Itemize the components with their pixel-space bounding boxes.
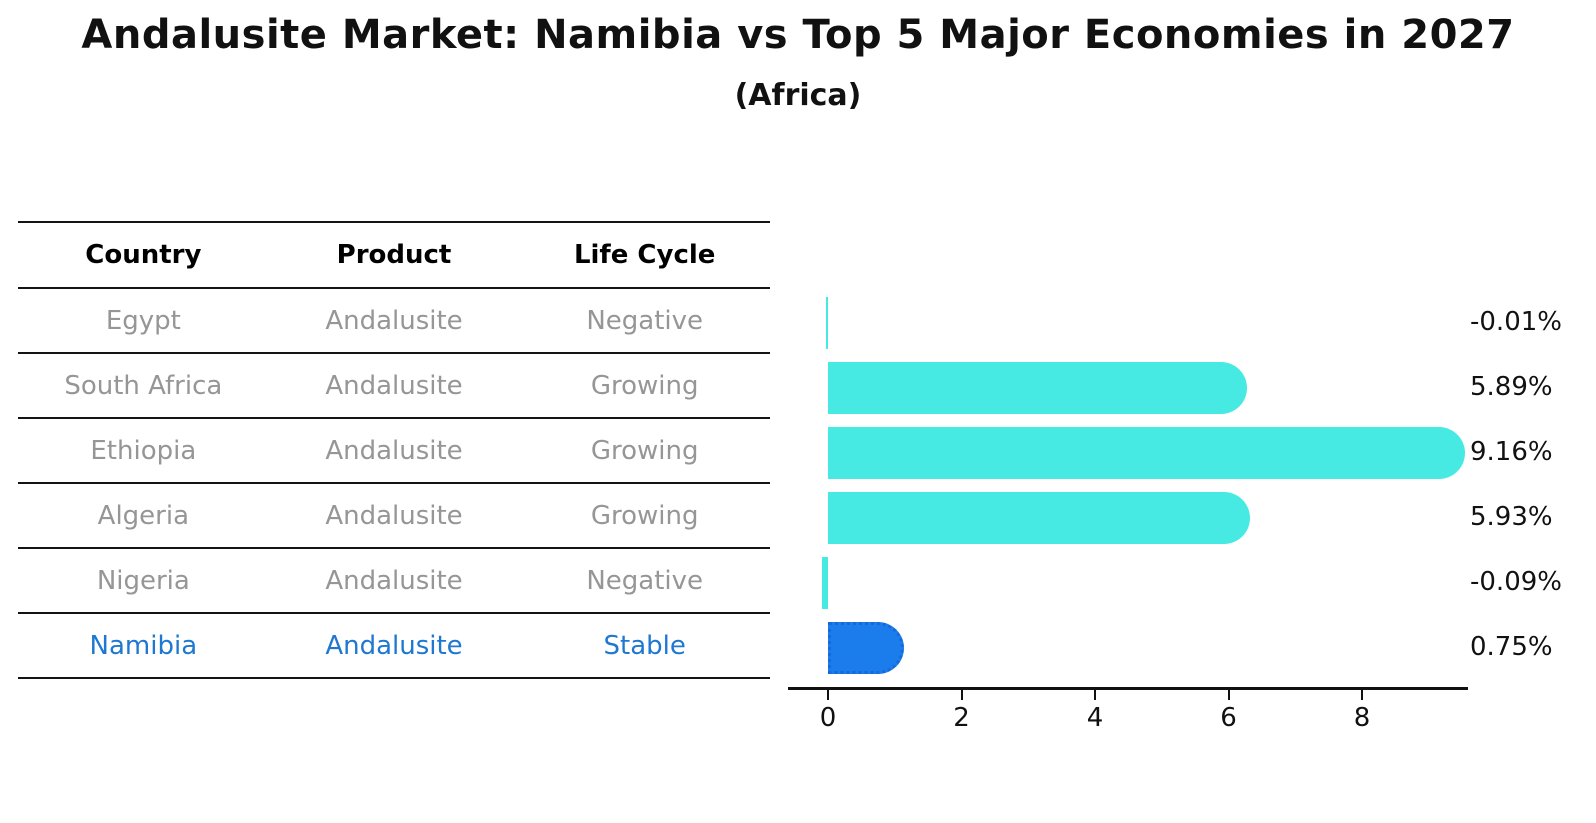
table-divider-line [18,547,770,549]
table-cell-product: Andalusite [325,370,463,401]
x-axis-tick-mark [960,690,963,700]
table-cell-life-cycle: Growing [590,500,699,531]
x-axis-tick-label: 8 [1353,703,1371,733]
table-cell-country: Namibia [89,630,198,661]
bar-algeria [828,492,1250,544]
table-row: Namibia Andalusite Stable [18,614,770,677]
chart-subtitle: (Africa) [734,78,862,113]
bar-nigeria [821,557,828,609]
x-axis-tick-label: 4 [1086,703,1104,733]
column-header-life-cycle: Life Cycle [573,240,716,270]
x-axis-tick-mark [1361,690,1363,700]
bar-egypt [826,297,828,349]
bar-value-label: -0.01% [1470,307,1562,337]
table-cell-life-cycle: Stable [603,630,686,661]
country-table: Country Product Life Cycle Egypt Andalusite N… [18,221,770,679]
table-cell-life-cycle: Growing [590,370,699,401]
bar-ethiopia [828,427,1466,479]
bar-value-label: 5.89% [1470,372,1553,402]
table-row: Ethiopia Andalusite Growing [18,419,770,482]
table-cell-life-cycle: Negative [586,565,704,596]
bar-value-label: -0.09% [1470,567,1562,597]
x-axis-tick-mark [827,690,829,700]
x-axis-tick-mark [1227,690,1230,700]
table-divider-line [18,482,770,484]
bar-namibia [828,622,905,674]
x-axis-tick-label: 0 [819,703,837,733]
table-row: Algeria Andalusite Growing [18,484,770,547]
x-axis-tick-label: 2 [953,703,970,733]
column-header-product: Product [336,240,452,270]
column-header-country: Country [85,240,202,270]
x-axis-tick-mark [1094,690,1096,700]
table-divider-line [18,221,770,223]
bar-value-label: 5.93% [1470,502,1553,532]
table-row: South Africa Andalusite Growing [18,354,770,417]
table-header-row: Country Product Life Cycle [18,223,770,287]
table-cell-country: Nigeria [96,565,190,596]
table-cell-product: Andalusite [325,435,463,466]
x-axis-tick-label: 6 [1220,703,1237,733]
bar-south-africa [828,362,1248,414]
table-cell-life-cycle: Negative [586,305,704,336]
table-divider-line [18,417,770,419]
bar-value-label: 0.75% [1470,632,1553,662]
table-cell-country: Algeria [97,500,190,531]
table-cell-product: Andalusite [325,305,463,336]
table-cell-country: Egypt [105,305,181,336]
table-cell-country: Ethiopia [90,435,197,466]
table-row: Nigeria Andalusite Negative [18,549,770,612]
table-divider-line [18,612,770,614]
table-divider-line [18,352,770,354]
table-cell-product: Andalusite [325,500,463,531]
chart-title: Andalusite Market: Namibia vs Top 5 Majo… [81,12,1515,58]
x-axis-line [788,687,1468,690]
table-cell-life-cycle: Growing [590,435,699,466]
table-divider-line [18,287,770,289]
table-cell-country: South Africa [64,370,223,401]
bar-chart: 0 2 4 6 8 [788,280,1478,740]
bar-value-label: 9.16% [1470,437,1553,467]
table-cell-product: Andalusite [325,630,463,661]
table-divider-line [18,677,770,679]
table-row: Egypt Andalusite Negative [18,289,770,352]
table-cell-product: Andalusite [325,565,463,596]
